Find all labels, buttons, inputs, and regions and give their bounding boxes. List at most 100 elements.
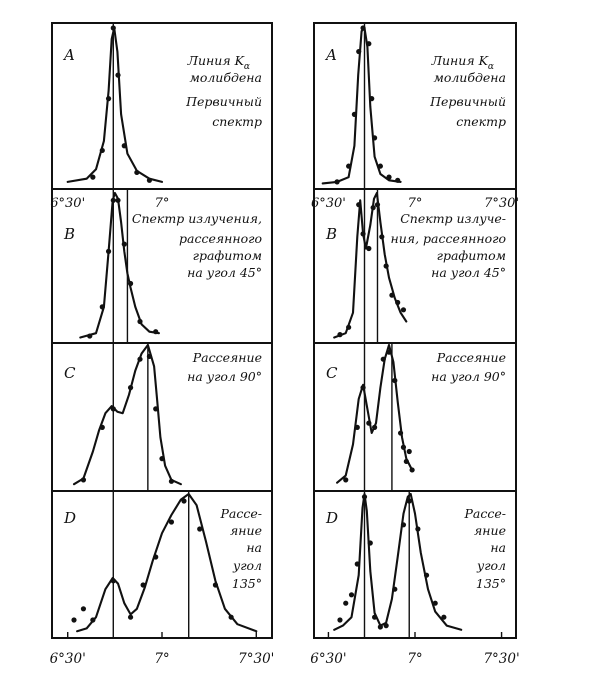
data-point xyxy=(110,578,116,584)
panel-annotation: Рассеяние xyxy=(192,350,262,365)
data-point xyxy=(115,72,121,78)
data-point xyxy=(80,477,87,483)
data-point xyxy=(105,248,112,254)
panel-annotation: Рассеяние xyxy=(436,350,506,365)
data-point xyxy=(432,600,438,606)
x-tick-label: 6°30' xyxy=(310,651,346,667)
panel-annotation: ния, рассеянного xyxy=(391,231,506,246)
panel-annotation: молибдена xyxy=(433,70,506,85)
data-point xyxy=(121,241,127,247)
panel-annotation: на угол 90° xyxy=(187,369,262,384)
panel-annotation: графитом xyxy=(437,248,506,263)
data-point xyxy=(392,377,398,384)
data-point xyxy=(356,202,362,208)
data-point xyxy=(372,424,378,430)
panel-annotation: на угол 45° xyxy=(187,265,262,280)
data-point xyxy=(360,231,366,237)
data-point xyxy=(409,467,415,473)
x-tick-label: 7° xyxy=(408,196,423,211)
panel-annotation: на xyxy=(246,540,262,555)
x-tick-label: 7°30' xyxy=(483,651,519,667)
panel-annotation: рассеянного xyxy=(179,231,262,246)
data-point xyxy=(441,614,447,620)
panel-b: B Спектр излуче-ния, рассеянного графитом н… xyxy=(311,189,519,343)
x-tick-label: 7° xyxy=(155,196,170,211)
data-point xyxy=(392,586,398,592)
data-point xyxy=(400,307,407,313)
subscript-alpha: α xyxy=(244,62,250,72)
data-point xyxy=(127,614,134,620)
panel-letter: C xyxy=(326,364,338,382)
data-point xyxy=(337,332,343,338)
data-point xyxy=(99,304,105,310)
data-point xyxy=(389,292,395,298)
data-point xyxy=(105,96,112,102)
panel-d: D Рассе-яние на угол 135° xyxy=(325,491,506,638)
data-point xyxy=(334,179,340,185)
panel-annotation: угол xyxy=(232,558,262,573)
panel-d: D Рассе-яние на угол 135° xyxy=(63,491,262,638)
data-point xyxy=(346,163,352,169)
data-point xyxy=(110,25,116,31)
panel-annotation: Первичный xyxy=(429,94,506,109)
data-point xyxy=(372,135,378,141)
data-point xyxy=(127,385,134,391)
panel-annotation: 135° xyxy=(232,576,262,591)
data-point xyxy=(386,349,392,355)
panel-b: B Спектр излучения, рассеянного графитом на … xyxy=(50,189,262,343)
panel-letter: D xyxy=(63,509,76,527)
data-point xyxy=(366,245,372,252)
data-point xyxy=(137,318,143,325)
panel-annotation: молибдена xyxy=(189,70,262,85)
panel-annotation: на угол 45° xyxy=(431,265,506,280)
data-point xyxy=(343,477,349,483)
data-point xyxy=(377,624,383,630)
data-point xyxy=(168,478,175,484)
panel-annotation: яние xyxy=(230,523,262,538)
panel-annotation: Первичный xyxy=(185,94,262,109)
data-point xyxy=(351,111,357,117)
data-point xyxy=(395,177,401,183)
data-point xyxy=(153,554,159,560)
data-point xyxy=(366,420,372,426)
x-tick-label: 6°30' xyxy=(50,196,85,211)
data-point xyxy=(343,600,349,606)
panel-annotation: на угол 90° xyxy=(431,369,506,384)
panel-annotation: на xyxy=(490,540,506,555)
data-point xyxy=(110,197,116,203)
panel-letter: B xyxy=(63,225,75,243)
data-point xyxy=(400,522,407,528)
data-point xyxy=(110,406,116,412)
data-point xyxy=(397,430,404,436)
data-point xyxy=(380,356,386,362)
panel-annotation: Спектр излучения, xyxy=(132,211,262,226)
panel-letter: B xyxy=(325,225,337,243)
data-point xyxy=(181,498,187,504)
data-point xyxy=(370,205,376,211)
panel-letter: A xyxy=(62,46,75,64)
spectrum-curve xyxy=(76,492,258,633)
data-point xyxy=(228,614,234,620)
x-tick-label: 6°30' xyxy=(50,651,86,667)
data-point xyxy=(87,333,93,339)
data-point xyxy=(400,444,407,450)
data-point xyxy=(153,329,159,335)
data-point xyxy=(115,197,121,203)
data-point xyxy=(354,561,360,567)
subscript-alpha: α xyxy=(488,62,494,72)
data-point xyxy=(159,456,165,462)
data-point xyxy=(361,494,368,500)
data-point xyxy=(379,234,385,240)
panel-c: C Рассеяние на угол 90° xyxy=(326,343,506,491)
data-point xyxy=(80,606,87,612)
panel-annotation: Спектр излуче- xyxy=(400,211,506,226)
data-point xyxy=(377,163,383,169)
data-point xyxy=(386,174,392,180)
spectrum-curve xyxy=(66,26,164,183)
data-point xyxy=(354,424,360,430)
x-tick-label: 7° xyxy=(154,651,169,667)
